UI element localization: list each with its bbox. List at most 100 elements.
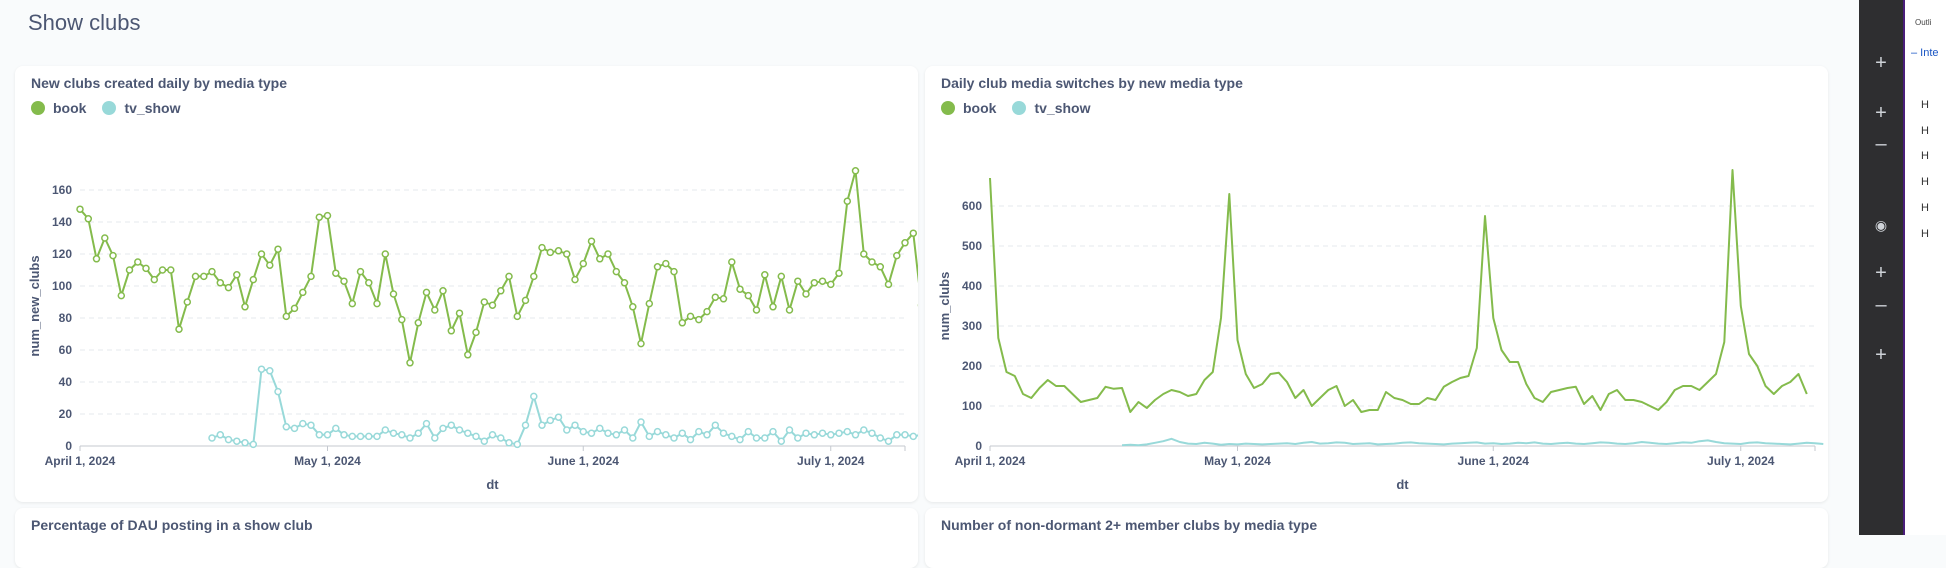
plus-icon[interactable]: + <box>1875 52 1887 74</box>
legend-label: book <box>963 100 997 116</box>
data-point-tv-show <box>761 434 769 442</box>
data-point-book <box>497 287 505 295</box>
data-point-book <box>835 269 843 277</box>
outline-item[interactable]: H <box>1921 228 1929 240</box>
series-line-book <box>79 169 918 364</box>
chart-card-non-dormant-clubs[interactable]: Number of non-dormant 2+ member clubs by… <box>925 508 1828 568</box>
y-tick-label: 100 <box>962 399 982 413</box>
x-axis-title: dt <box>486 477 499 492</box>
data-point-tv-show <box>901 431 909 439</box>
data-point-book <box>711 293 720 301</box>
y-tick-label: 100 <box>52 279 72 293</box>
minus-icon[interactable]: – <box>1875 294 1887 316</box>
data-point-book <box>447 327 456 335</box>
data-point-tv-show <box>348 432 357 441</box>
data-point-tv-show <box>488 431 497 439</box>
data-point-book <box>92 255 101 263</box>
data-point-book <box>521 296 530 305</box>
chart-card-new-clubs[interactable]: New clubs created daily by media type bo… <box>15 66 918 502</box>
plus-icon[interactable]: + <box>1875 102 1887 124</box>
chart-title: Daily club media switches by new media t… <box>941 75 1243 91</box>
data-point-tv-show <box>241 439 249 447</box>
legend-item-book[interactable]: book <box>941 100 996 116</box>
data-point-book <box>868 258 876 266</box>
y-tick-label: 60 <box>59 343 73 357</box>
data-point-tv-show <box>290 424 299 433</box>
chart-card-dau-posting[interactable]: Percentage of DAU posting in a show club <box>15 508 918 568</box>
legend-label: tv_show <box>124 100 181 116</box>
data-point-book <box>332 269 340 277</box>
data-point-book <box>191 272 200 281</box>
chart-card-media-switches[interactable]: Daily club media switches by new media t… <box>925 66 1828 502</box>
data-point-tv-show <box>851 431 860 439</box>
data-point-book <box>216 279 225 287</box>
data-point-tv-show <box>373 432 381 441</box>
side-toolbar <box>1859 0 1903 535</box>
outline-item[interactable]: H <box>1921 125 1929 137</box>
y-tick-label: 300 <box>962 319 982 333</box>
line-chart-new-clubs[interactable]: 0 20 40 60 80 100 120 140 160 April 1, 2024 May 1,… <box>15 66 918 502</box>
data-point-book <box>307 272 315 281</box>
data-point-tv-show <box>538 421 546 429</box>
data-point-book <box>315 213 324 221</box>
data-point-tv-show <box>266 367 274 375</box>
data-point-book <box>117 291 126 300</box>
data-point-book <box>150 275 159 284</box>
data-point-book <box>645 299 654 308</box>
minus-icon[interactable]: – <box>1875 133 1887 155</box>
data-point-tv-show <box>464 429 472 437</box>
data-point-tv-show <box>431 434 439 442</box>
data-point-book <box>282 312 291 321</box>
data-point-tv-show <box>728 432 736 441</box>
y-tick-label: 140 <box>52 215 72 229</box>
x-tick-label: May 1, 2024 <box>1204 454 1271 468</box>
page-title: Show clubs <box>28 10 141 35</box>
legend-item-tv-show[interactable]: tv_show <box>1012 100 1090 116</box>
data-point-book <box>736 285 744 293</box>
data-point-tv-show <box>315 431 324 439</box>
legend-item-tv-show[interactable]: tv_show <box>102 100 180 116</box>
data-point-book <box>769 303 777 311</box>
legend-item-book[interactable]: book <box>31 100 86 116</box>
data-point-book <box>183 298 192 306</box>
data-point-tv-show <box>587 429 596 437</box>
eye-icon[interactable]: ◉ <box>1874 217 1888 233</box>
data-point-book <box>249 275 258 284</box>
outline-item[interactable]: H <box>1921 202 1929 214</box>
data-point-tv-show <box>752 434 761 442</box>
outline-item[interactable]: H <box>1921 176 1929 188</box>
plus-icon[interactable]: + <box>1875 344 1887 366</box>
data-point-book <box>414 319 423 327</box>
data-point-tv-show <box>827 431 835 439</box>
data-point-book <box>604 250 612 258</box>
outline-item[interactable]: H <box>1921 99 1929 111</box>
data-point-tv-show <box>678 429 687 437</box>
data-point-book <box>728 258 736 266</box>
data-point-book <box>596 255 604 263</box>
data-point-book <box>233 271 241 279</box>
data-point-tv-show <box>612 431 621 439</box>
data-point-tv-show <box>686 435 695 444</box>
data-point-book <box>876 263 885 271</box>
data-point-tv-show <box>521 421 530 429</box>
data-point-book <box>719 295 728 303</box>
data-point-book <box>142 264 150 273</box>
outline-item[interactable]: H <box>1921 150 1929 162</box>
plus-icon[interactable]: + <box>1875 262 1887 284</box>
data-point-tv-show <box>554 413 563 421</box>
data-point-book <box>488 301 497 309</box>
line-chart-media-switches[interactable]: 0 100 200 300 400 500 600 April 1, 2024 May 1, 2… <box>925 66 1828 502</box>
data-point-tv-show <box>340 431 348 439</box>
data-point-book <box>785 306 794 314</box>
data-point-tv-show <box>653 427 662 436</box>
data-point-tv-show <box>571 421 579 429</box>
data-point-tv-show <box>546 416 555 425</box>
data-point-tv-show <box>389 429 398 437</box>
data-point-tv-show <box>579 427 588 436</box>
data-point-tv-show <box>604 429 612 437</box>
outline-section[interactable]: – Inte <box>1911 47 1939 59</box>
data-point-tv-show <box>447 421 456 429</box>
data-point-tv-show <box>208 434 216 442</box>
y-tick-label: 80 <box>59 311 73 325</box>
data-point-tv-show <box>497 434 505 442</box>
